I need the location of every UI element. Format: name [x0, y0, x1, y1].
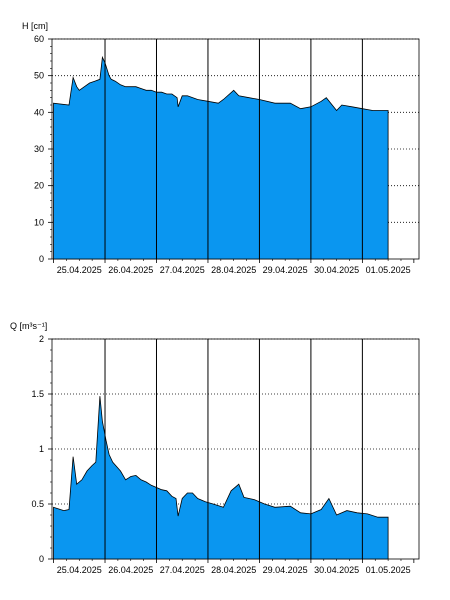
discharge-area [53, 396, 389, 560]
y-tick-label: 2 [39, 334, 44, 344]
x-tick-label: 29.04.2025 [263, 265, 308, 275]
day-lines [104, 339, 363, 559]
x-tick-label: 01.05.2025 [366, 265, 411, 275]
x-tick-label: 27.04.2025 [160, 565, 205, 575]
y-tick-label: 1 [39, 444, 44, 454]
x-tick-label: 25.04.2025 [57, 565, 102, 575]
y-tick-label: 60 [34, 34, 44, 44]
x-tick-label: 01.05.2025 [366, 565, 411, 575]
water-level-chart: 0 10 20 30 40 50 60 25.04.2025 26.04.2025 27.04.… [22, 21, 420, 275]
x-axis: 25.04.2025 26.04.2025 27.04.2025 28.04.2025… [53, 559, 415, 575]
x-axis: 25.04.2025 26.04.2025 27.04.2025 28.04.2025… [53, 259, 415, 275]
y-tick-label: 0.5 [31, 499, 44, 509]
y-tick-label: 50 [34, 71, 44, 81]
y-tick-label: 1.5 [31, 389, 44, 399]
x-tick-label: 26.04.2025 [108, 265, 153, 275]
day-lines [104, 39, 363, 259]
x-tick-label: 28.04.2025 [211, 565, 256, 575]
y-axis: 0 10 20 30 40 50 60 [34, 34, 52, 264]
y-tick-label: 0 [39, 254, 44, 264]
x-tick-label: 30.04.2025 [314, 265, 359, 275]
y-tick-label: 10 [34, 217, 44, 227]
discharge-chart: 0 0.5 1 1.5 2 25.04.2025 26.04.2025 27.04.2025… [10, 321, 420, 575]
x-tick-label: 25.04.2025 [57, 265, 102, 275]
y-tick-label: 20 [34, 181, 44, 191]
y-tick-label: 40 [34, 107, 44, 117]
x-tick-label: 27.04.2025 [160, 265, 205, 275]
x-tick-label: 29.04.2025 [263, 565, 308, 575]
y-tick-label: 30 [34, 144, 44, 154]
x-tick-label: 30.04.2025 [314, 565, 359, 575]
y-axis-label: Q [m³s⁻¹] [10, 321, 47, 331]
y-axis: 0 0.5 1 1.5 2 [31, 334, 52, 564]
x-tick-label: 26.04.2025 [108, 565, 153, 575]
water-level-area [53, 55, 389, 260]
y-axis-label: H [cm] [22, 21, 48, 31]
y-tick-label: 0 [39, 554, 44, 564]
x-tick-label: 28.04.2025 [211, 265, 256, 275]
